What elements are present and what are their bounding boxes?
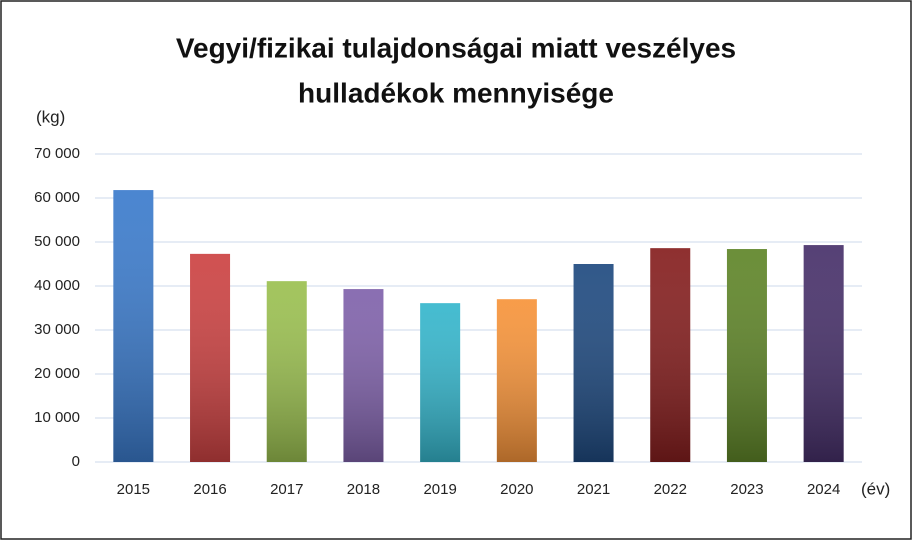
y-tick-label: 10 000 bbox=[34, 409, 80, 426]
bar-shade bbox=[650, 248, 691, 462]
x-tick-label: 2015 bbox=[117, 481, 150, 498]
x-tick-label: 2016 bbox=[193, 481, 226, 498]
y-tick-label: 0 bbox=[72, 453, 80, 470]
y-tick-label: 50 000 bbox=[34, 233, 80, 250]
y-tick-label: 60 000 bbox=[34, 189, 80, 206]
x-tick-label: 2021 bbox=[577, 481, 610, 498]
bar-shade bbox=[113, 190, 154, 462]
chart-title: hulladékok mennyisége bbox=[298, 77, 614, 108]
bar-shade bbox=[343, 289, 384, 462]
y-tick-label: 20 000 bbox=[34, 365, 80, 382]
bar-shade bbox=[573, 264, 614, 462]
y-tick-label: 30 000 bbox=[34, 321, 80, 338]
chart-title: Vegyi/fizikai tulajdonságai miatt veszél… bbox=[176, 32, 736, 63]
bar-shade bbox=[726, 249, 767, 462]
x-tick-label: 2019 bbox=[423, 481, 456, 498]
x-tick-label: 2024 bbox=[807, 481, 840, 498]
bar-shade bbox=[190, 253, 231, 462]
y-axis-label: (kg) bbox=[36, 107, 65, 126]
x-tick-label: 2022 bbox=[654, 481, 687, 498]
y-tick-label: 70 000 bbox=[34, 145, 80, 162]
x-axis-label: (év) bbox=[861, 479, 890, 498]
bar-shade bbox=[420, 303, 461, 462]
y-tick-label: 40 000 bbox=[34, 277, 80, 294]
x-tick-label: 2023 bbox=[730, 481, 763, 498]
bar-shade bbox=[803, 245, 844, 462]
bar-shade bbox=[266, 281, 307, 462]
bar-shade bbox=[496, 299, 537, 462]
x-tick-label: 2020 bbox=[500, 481, 533, 498]
x-tick-label: 2017 bbox=[270, 481, 303, 498]
x-tick-label: 2018 bbox=[347, 481, 380, 498]
